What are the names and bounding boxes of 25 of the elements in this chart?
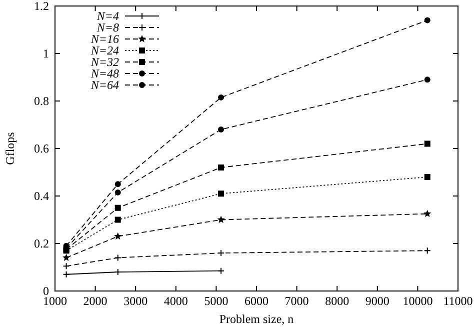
x-tick-label: 10000 [402, 294, 433, 308]
legend-label: N=32 [90, 55, 119, 69]
legend-label: N=8 [96, 20, 119, 34]
x-tick-label: 3000 [124, 294, 148, 308]
x-tick-label: 9000 [365, 294, 390, 308]
x-tick-label: 4000 [164, 294, 188, 308]
legend-label: N=48 [90, 66, 119, 80]
x-tick-label: 5000 [204, 294, 228, 308]
x-tick-label: 2000 [83, 294, 108, 308]
legend-label: N=16 [90, 32, 119, 46]
x-tick-label: 11000 [443, 294, 473, 308]
y-tick-label: 1 [43, 46, 49, 60]
legend-label: N=64 [90, 78, 119, 92]
y-axis-title: Gflops [3, 132, 17, 165]
legend-label: N=4 [96, 9, 119, 23]
y-tick-label: 0.2 [34, 236, 49, 250]
x-axis-title: Problem size, n [219, 312, 294, 326]
y-tick-label: 0.4 [34, 189, 49, 203]
y-tick-label: 0.8 [34, 94, 49, 108]
x-tick-label: 8000 [325, 294, 350, 308]
x-tick-label: 6000 [244, 294, 268, 308]
legend-label: N=24 [90, 44, 119, 58]
x-tick-label: 7000 [284, 294, 309, 308]
y-tick-label: 1.2 [34, 0, 49, 13]
y-tick-label: 0.6 [34, 142, 49, 156]
